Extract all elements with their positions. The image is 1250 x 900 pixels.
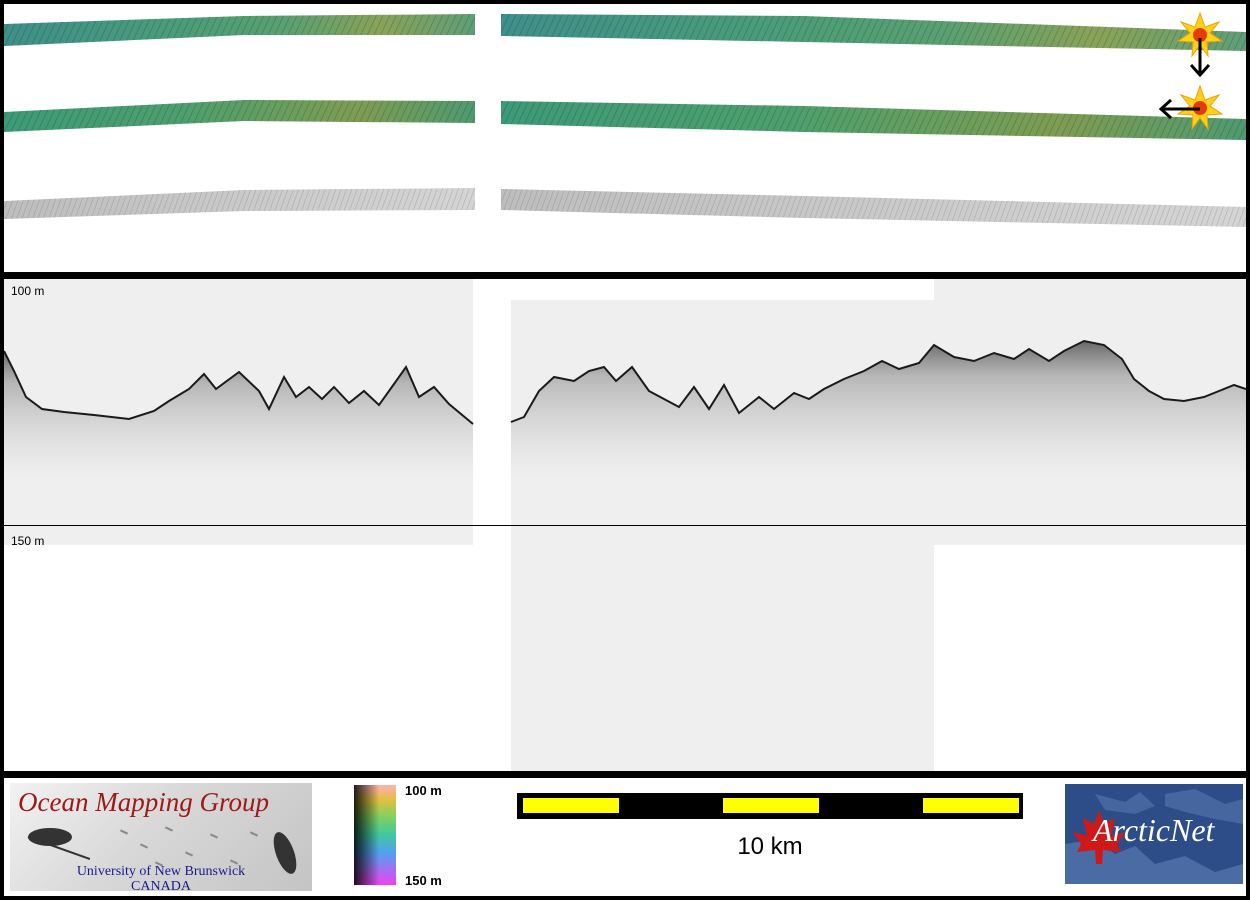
maple-leaf-icon — [1073, 810, 1125, 864]
subbottom-profile-panel: 100 m 150 m — [4, 279, 1246, 771]
depth-label-top: 100 m — [11, 284, 45, 298]
swath-strips — [4, 11, 1246, 227]
scale-bar — [517, 793, 1023, 819]
arrow-left-icon — [1158, 98, 1200, 120]
legend-panel: Ocean Mapping Group University of New Br… — [4, 778, 1246, 896]
depth-colorbar — [354, 785, 396, 885]
towfish-icon — [273, 832, 297, 874]
arcticnet-logo: ArcticNet — [1065, 784, 1243, 884]
colorbar-bottom-label: 150 m — [405, 873, 442, 888]
swath-strips-panel — [4, 4, 1246, 272]
scale-segment — [523, 798, 619, 813]
seafloor-echogram — [4, 339, 1246, 479]
ocean-mapping-group-logo: Ocean Mapping Group University of New Br… — [10, 783, 312, 891]
logo-title: Ocean Mapping Group — [18, 787, 269, 817]
scale-segment — [723, 798, 819, 813]
logo-university: University of New Brunswick — [76, 864, 246, 879]
survey-vessel-icon — [27, 828, 90, 860]
scale-label: 10 km — [737, 833, 803, 860]
depth-label-bottom: 150 m — [11, 534, 45, 548]
arcticnet-wordmark: ArcticNet — [1093, 812, 1215, 848]
depth-150m-line — [4, 525, 1246, 526]
scale-segment — [923, 798, 1019, 813]
colorbar-top-label: 100 m — [405, 783, 442, 798]
arrow-down-icon — [1189, 38, 1211, 78]
logo-country: CANADA — [131, 879, 191, 892]
